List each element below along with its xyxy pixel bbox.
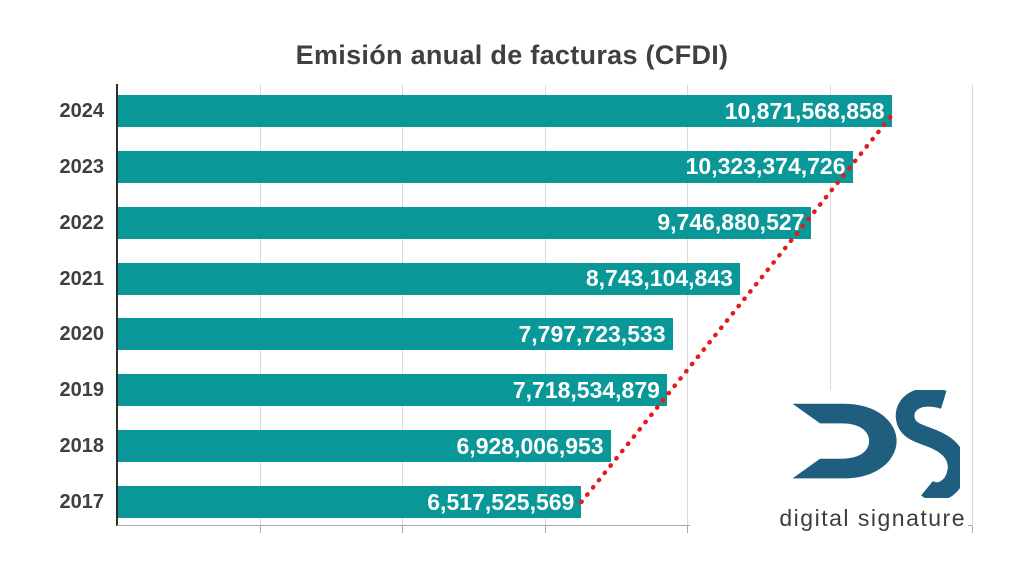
axis-tick bbox=[402, 526, 403, 533]
bar-2017: 6,517,525,569 bbox=[117, 486, 582, 519]
year-label: 2017 bbox=[59, 491, 105, 514]
axis-tick bbox=[544, 526, 546, 533]
gridline bbox=[687, 85, 688, 526]
bar-2023: 10,323,374,726 bbox=[117, 150, 853, 183]
gridline bbox=[259, 85, 261, 526]
bar-value-label: 10,323,374,726 bbox=[685, 153, 846, 180]
bar-2024: 10,871,568,858 bbox=[117, 95, 892, 127]
year-label: 2024 bbox=[59, 100, 105, 122]
year-label: 2022 bbox=[59, 211, 105, 234]
logo-d-shape bbox=[792, 403, 897, 479]
gridline bbox=[972, 85, 973, 526]
x-axis-line bbox=[117, 525, 972, 526]
bar-value-label: 10,871,568,858 bbox=[724, 97, 885, 124]
year-label: 2021 bbox=[59, 267, 105, 290]
year-label: 2023 bbox=[59, 155, 105, 178]
axis-tick bbox=[972, 526, 973, 533]
bar-value-label: 7,718,534,879 bbox=[512, 376, 660, 403]
bar-value-label: 6,928,006,953 bbox=[456, 432, 604, 459]
y-axis-line bbox=[116, 84, 118, 526]
year-label: 2020 bbox=[59, 323, 105, 346]
logo-s-shape bbox=[895, 390, 960, 498]
axis-tick bbox=[687, 526, 688, 533]
bar-value-label: 7,797,723,533 bbox=[518, 320, 666, 347]
logo-text: digital signature bbox=[779, 505, 966, 531]
bar-2022: 9,746,880,527 bbox=[117, 206, 812, 239]
gridline bbox=[544, 85, 546, 526]
trendline-segment bbox=[579, 110, 896, 505]
year-label: 2018 bbox=[59, 435, 105, 458]
axis-tick bbox=[259, 526, 261, 533]
gridline bbox=[402, 85, 403, 526]
bar-2019: 7,718,534,879 bbox=[117, 374, 667, 407]
bar-value-label: 6,517,525,569 bbox=[427, 488, 575, 515]
bar-2021: 8,743,104,843 bbox=[117, 262, 740, 295]
bar-2020: 7,797,723,533 bbox=[117, 318, 673, 351]
gridline bbox=[829, 85, 831, 526]
trendline bbox=[579, 110, 896, 505]
bar-value-label: 8,743,104,843 bbox=[585, 265, 733, 292]
bar-2018: 6,928,006,953 bbox=[117, 430, 611, 463]
plot-area: 10,871,568,858 10,323,374,726 9,746,880,52… bbox=[116, 84, 973, 533]
logo: digital signature bbox=[690, 390, 968, 538]
year-label: 2019 bbox=[59, 379, 105, 402]
chart-title: Emisión anual de facturas (CFDI) bbox=[295, 40, 729, 70]
ds-logo-icon bbox=[792, 390, 960, 498]
bar-value-label: 9,746,880,527 bbox=[657, 209, 805, 236]
